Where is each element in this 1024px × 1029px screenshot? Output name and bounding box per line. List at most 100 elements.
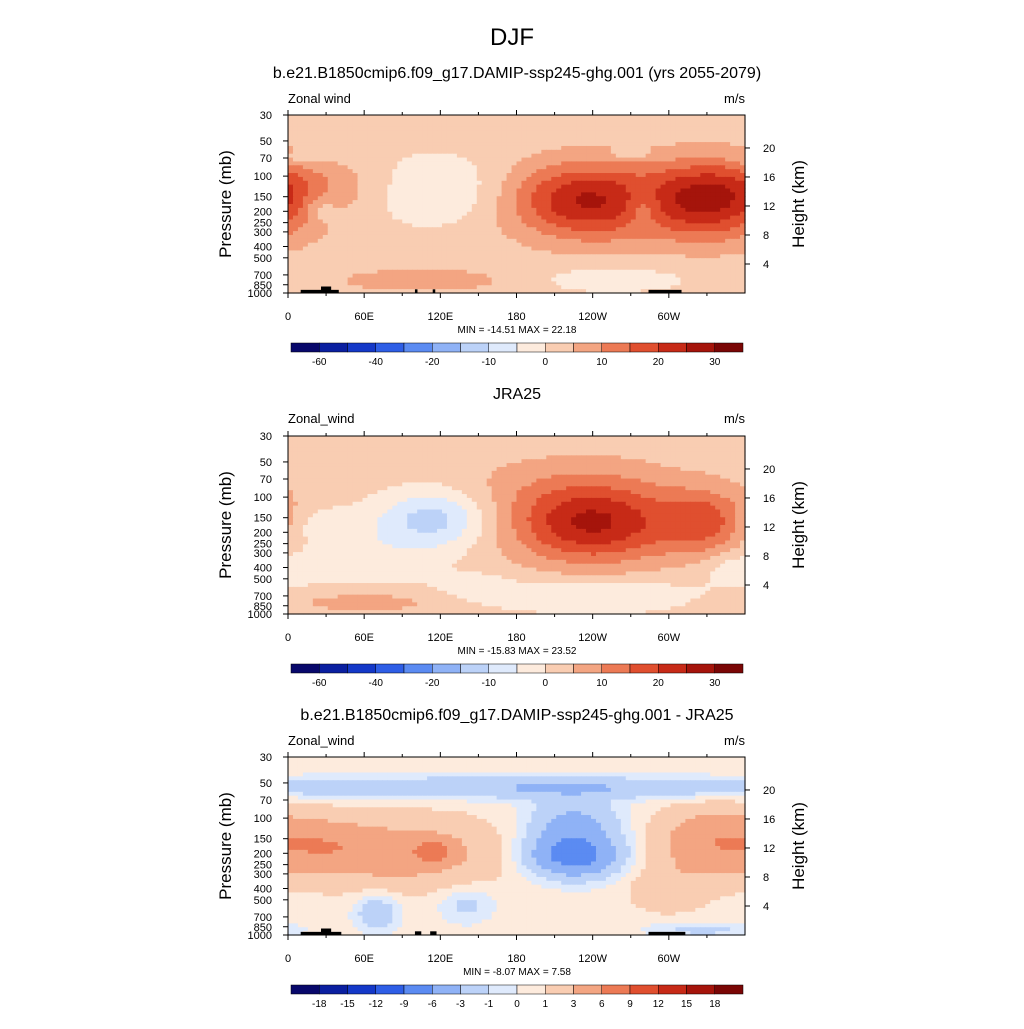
field-cell (298, 243, 304, 247)
field-cell (695, 440, 701, 444)
field-cell (417, 223, 423, 227)
field-cell (591, 138, 597, 142)
field-cell (541, 165, 547, 169)
field-cell (546, 274, 552, 278)
field-cell (601, 444, 607, 448)
field-cell (586, 115, 592, 119)
field-cell (616, 231, 622, 235)
field-cell (735, 127, 741, 131)
field-cell (358, 262, 364, 266)
field-cell (363, 270, 369, 274)
field-cell (417, 250, 423, 254)
field-cell (526, 436, 532, 440)
field-cell (447, 189, 453, 193)
field-cell (482, 130, 488, 134)
field-cell (715, 274, 721, 278)
field-cell (651, 161, 657, 165)
field-cell (581, 150, 587, 154)
field-cell (735, 181, 741, 185)
field-cell (581, 281, 587, 285)
field-cell (720, 181, 726, 185)
field-cell (343, 134, 349, 138)
field-cell (715, 250, 721, 254)
field-cell (591, 250, 597, 254)
field-cell (477, 165, 483, 169)
field-cell (571, 231, 577, 235)
field-cell (661, 173, 667, 177)
field-cell (646, 243, 652, 247)
field-cell (343, 285, 349, 289)
field-cell (303, 258, 309, 262)
field-cell (517, 204, 523, 208)
field-cell (576, 258, 582, 262)
field-cell (611, 285, 617, 289)
field-cell (526, 130, 532, 134)
field-cell (685, 247, 691, 251)
field-cell (338, 204, 344, 208)
field-cell (402, 196, 408, 200)
field-cell (680, 134, 686, 138)
field-cell (700, 161, 706, 165)
field-cell (626, 451, 632, 455)
field-cell (472, 254, 478, 258)
field-cell (422, 150, 428, 154)
field-cell (566, 181, 572, 185)
field-cell (656, 440, 662, 444)
field-cell (581, 181, 587, 185)
field-cell (621, 138, 627, 142)
field-cell (397, 115, 403, 119)
field-cell (705, 130, 711, 134)
field-cell (666, 204, 672, 208)
field-cell (586, 154, 592, 158)
field-cell (288, 262, 294, 266)
field-cell (492, 134, 498, 138)
field-cell (447, 266, 453, 270)
field-cell (507, 119, 513, 123)
field-cell (591, 169, 597, 173)
field-cell (442, 436, 448, 440)
field-cell (621, 208, 627, 212)
field-cell (452, 204, 458, 208)
field-cell (601, 231, 607, 235)
field-cell (551, 216, 557, 220)
field-cell (621, 459, 627, 463)
field-cell (631, 173, 637, 177)
field-cell (348, 204, 354, 208)
field-cell (591, 227, 597, 231)
field-cell (358, 150, 364, 154)
field-cell (472, 115, 478, 119)
field-cell (318, 192, 324, 196)
field-cell (611, 258, 617, 262)
field-cell (656, 119, 662, 123)
field-cell (596, 270, 602, 274)
field-cell (402, 127, 408, 131)
field-cell (571, 200, 577, 204)
field-cell (596, 455, 602, 459)
field-cell (298, 219, 304, 223)
field-cell (457, 262, 463, 266)
field-cell (502, 440, 508, 444)
field-cell (372, 219, 378, 223)
field-cell (551, 165, 557, 169)
field-cell (392, 459, 398, 463)
field-cell (670, 192, 676, 196)
field-cell (636, 227, 642, 231)
field-cell (720, 274, 726, 278)
field-cell (422, 130, 428, 134)
field-cell (298, 185, 304, 189)
field-cell (571, 189, 577, 193)
field-cell (437, 436, 443, 440)
colorbar-label: 0 (542, 357, 548, 368)
field-cell (705, 247, 711, 251)
field-cell (447, 154, 453, 158)
field-cell (517, 274, 523, 278)
field-cell (497, 134, 503, 138)
field-cell (442, 440, 448, 444)
field-cell (581, 115, 587, 119)
field-cell (710, 274, 716, 278)
field-cell (288, 448, 294, 452)
field-cell (427, 169, 433, 173)
field-cell (507, 262, 513, 266)
field-cell (521, 231, 527, 235)
field-cell (651, 119, 657, 123)
